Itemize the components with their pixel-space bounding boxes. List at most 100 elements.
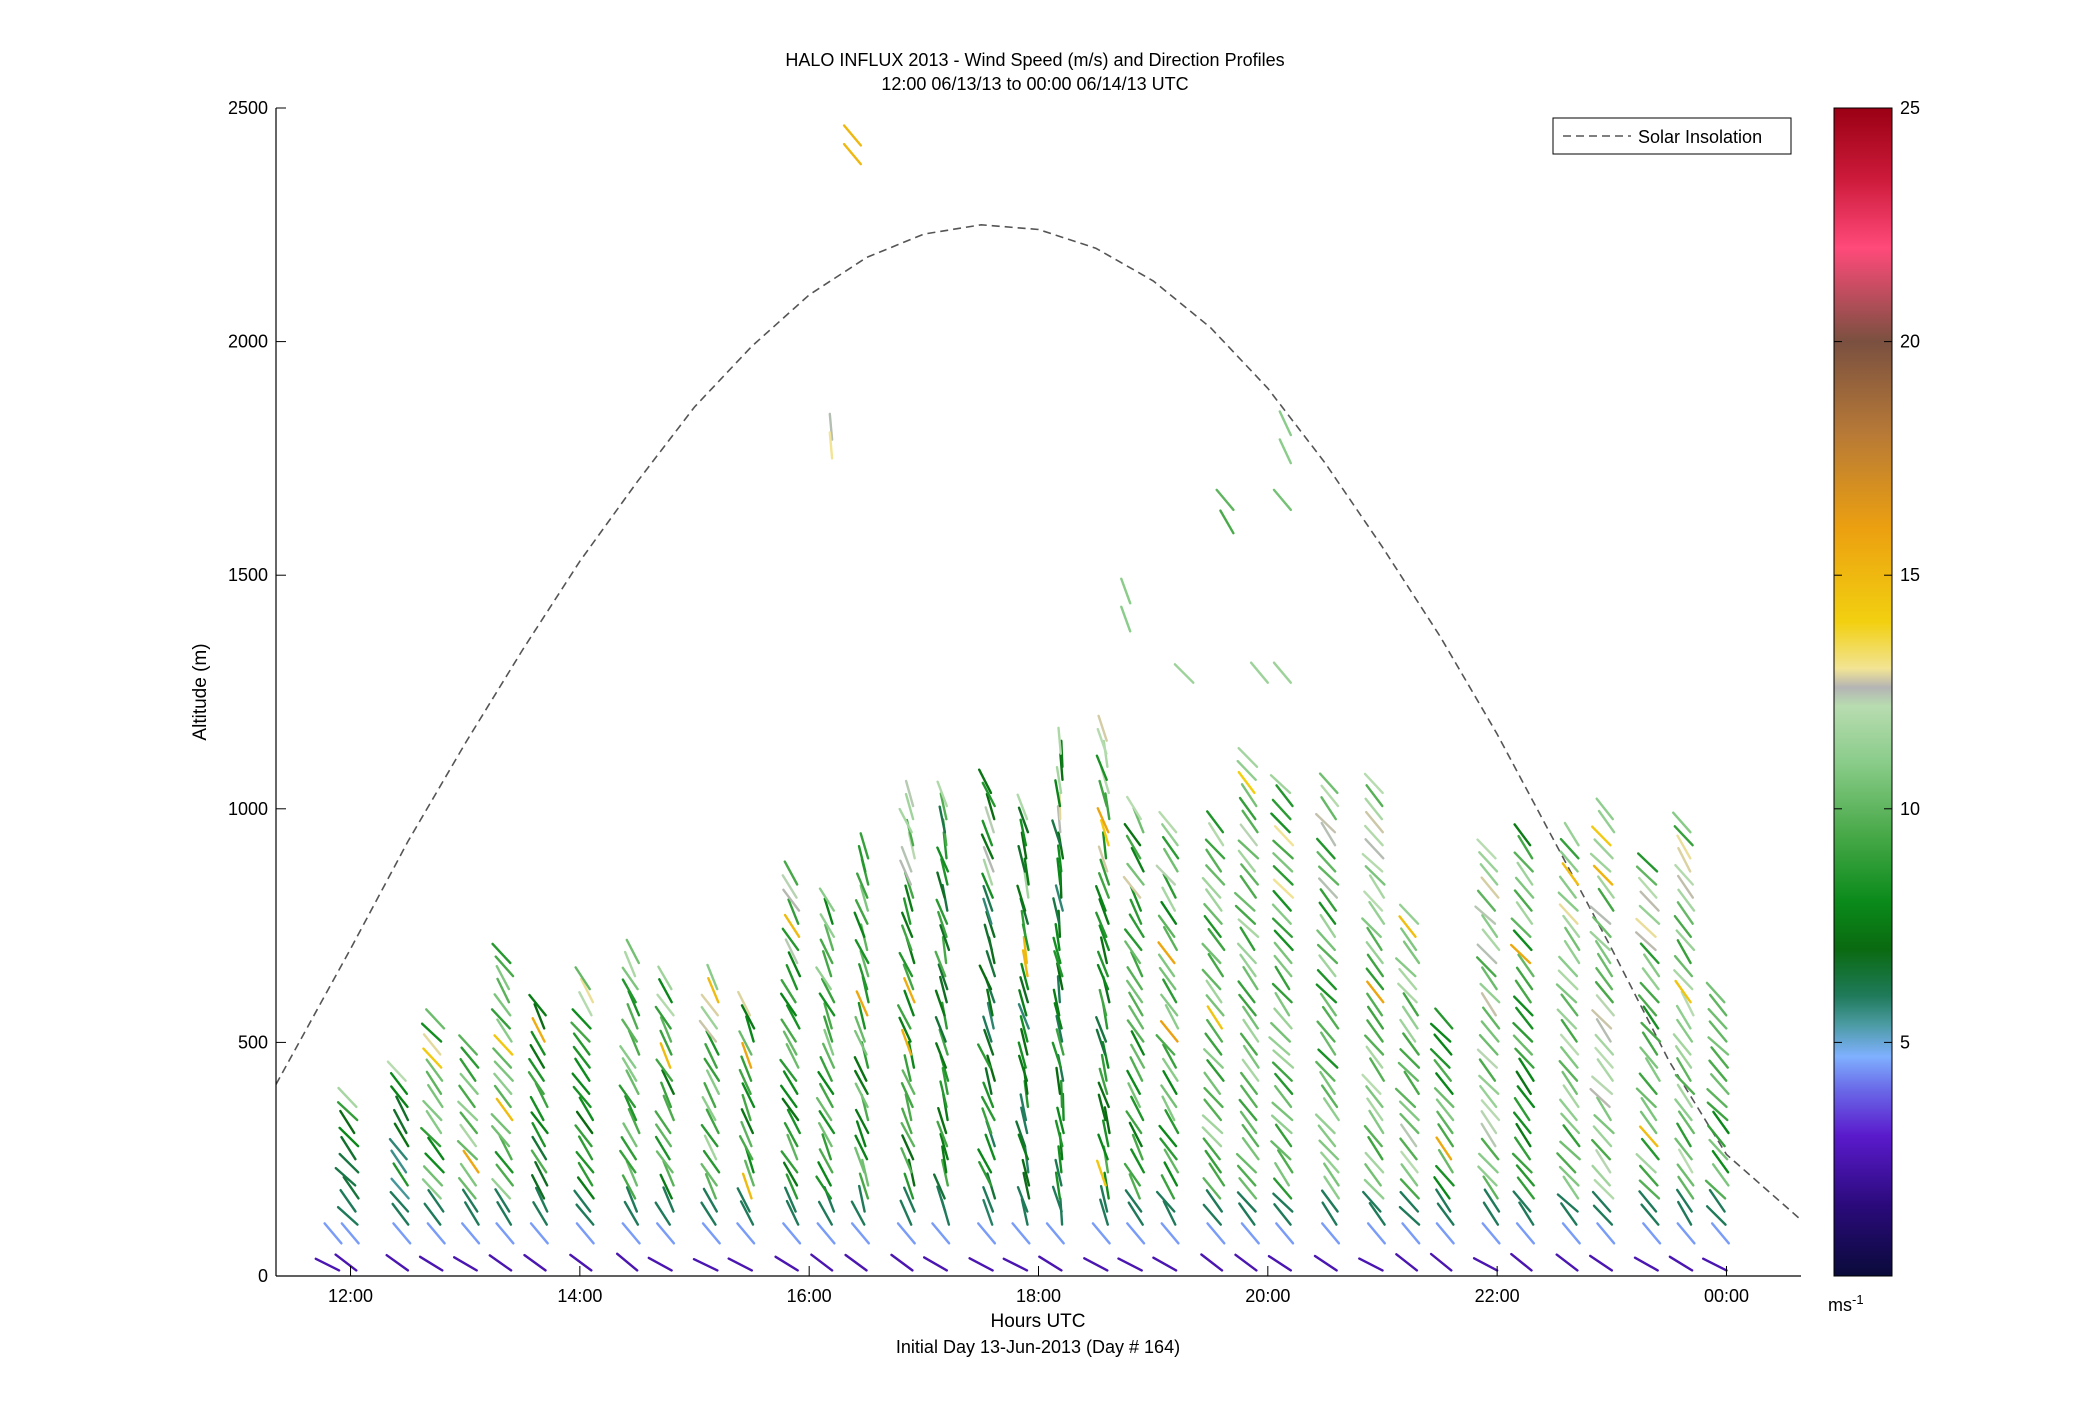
wind-barb bbox=[1642, 953, 1661, 978]
wind-barb bbox=[939, 792, 948, 821]
wind-barb bbox=[858, 1184, 866, 1213]
wind-barb bbox=[1239, 953, 1257, 978]
wind-barb bbox=[388, 1137, 408, 1161]
wind-barb bbox=[1201, 1114, 1224, 1135]
wind-barb bbox=[1323, 1175, 1341, 1200]
wind-barb bbox=[1101, 1119, 1110, 1148]
wind-barb bbox=[1202, 1203, 1223, 1226]
wind-barb bbox=[1202, 1137, 1221, 1161]
wind-barb bbox=[625, 938, 640, 965]
chart-subtitle: 12:00 06/13/13 to 00:00 06/14/13 UTC bbox=[881, 74, 1188, 94]
wind-barb bbox=[1476, 1048, 1499, 1069]
wind-barb bbox=[1123, 1162, 1142, 1187]
wind-barb bbox=[1126, 862, 1145, 886]
wind-barb bbox=[626, 1003, 639, 1030]
wind-barb bbox=[1020, 962, 1030, 991]
wind-barb bbox=[904, 1093, 913, 1122]
wind-barb bbox=[1273, 929, 1294, 952]
low-wind-barb bbox=[931, 1222, 951, 1245]
wind-barb bbox=[1437, 1148, 1454, 1174]
wind-barb bbox=[1204, 1032, 1223, 1056]
wind-barb bbox=[818, 1121, 833, 1148]
wind-barb bbox=[1319, 888, 1338, 912]
low-wind-barb bbox=[1160, 1222, 1180, 1245]
wind-barb bbox=[1429, 1022, 1452, 1043]
wind-barb bbox=[1637, 994, 1658, 1017]
wind-barb bbox=[1021, 949, 1029, 978]
wind-barb bbox=[1208, 1162, 1226, 1187]
wind-barb bbox=[1101, 831, 1108, 860]
wind-barb bbox=[1103, 1106, 1111, 1135]
wind-barb bbox=[1563, 939, 1581, 965]
wind-barb bbox=[1097, 872, 1110, 899]
wind-barb bbox=[1639, 1046, 1659, 1069]
wind-barb bbox=[817, 1070, 835, 1096]
wind-barb bbox=[986, 1001, 995, 1030]
wind-barb bbox=[1162, 1069, 1178, 1096]
wind-barb bbox=[1676, 1018, 1694, 1043]
wind-barb bbox=[1589, 1087, 1611, 1109]
wind-barb bbox=[1591, 1075, 1614, 1096]
wind-barb bbox=[899, 1199, 913, 1226]
wind-barb bbox=[1020, 909, 1027, 938]
wind-barb bbox=[1099, 936, 1109, 965]
wind-barb bbox=[782, 888, 801, 912]
wind-barb bbox=[1201, 942, 1222, 965]
wind-barb bbox=[1160, 993, 1179, 1017]
wind-barb bbox=[1100, 1053, 1108, 1082]
low-wind-barb bbox=[461, 1222, 481, 1245]
wind-barb bbox=[741, 1093, 752, 1122]
wind-barb bbox=[780, 1150, 799, 1174]
wind-barb bbox=[1128, 913, 1145, 938]
wind-barb bbox=[977, 1043, 992, 1069]
wind-barb bbox=[1273, 1203, 1292, 1226]
wind-barb bbox=[1157, 953, 1176, 978]
surface-wind-barb bbox=[1510, 1252, 1533, 1272]
wind-barb bbox=[985, 950, 996, 978]
x-tick-label: 22:00 bbox=[1475, 1286, 1520, 1306]
wind-barb bbox=[823, 1028, 835, 1056]
wind-barb bbox=[1596, 1096, 1612, 1122]
wind-barb bbox=[1158, 1124, 1178, 1148]
wind-barb bbox=[1402, 1032, 1420, 1056]
wind-barb bbox=[1435, 1072, 1454, 1096]
wind-barb bbox=[1316, 969, 1338, 991]
wind-barb bbox=[1367, 1135, 1384, 1161]
wind-barb bbox=[1162, 978, 1178, 1004]
wind-barb bbox=[659, 1173, 673, 1200]
wind-barb bbox=[1562, 914, 1581, 938]
wind-barb bbox=[1205, 1018, 1224, 1043]
wind-barb bbox=[1476, 838, 1497, 860]
wind-barb bbox=[1556, 1193, 1579, 1213]
wind-barb bbox=[1707, 1008, 1728, 1030]
wind-barb bbox=[390, 1177, 410, 1200]
x-tick-label: 18:00 bbox=[1016, 1286, 1061, 1306]
surface-wind-barb bbox=[1588, 1254, 1614, 1272]
wind-barb bbox=[1241, 1058, 1260, 1082]
low-wind-barb bbox=[1206, 1222, 1226, 1245]
wind-barb bbox=[857, 1001, 867, 1030]
isolated-wind-barb bbox=[1120, 577, 1132, 605]
wind-barb bbox=[1436, 1110, 1454, 1135]
wind-barb bbox=[1203, 1071, 1222, 1096]
wind-barb bbox=[1677, 1175, 1695, 1200]
wind-barb bbox=[986, 988, 994, 1017]
wind-barb bbox=[1021, 1158, 1031, 1187]
wind-barb bbox=[1559, 837, 1580, 860]
wind-barb bbox=[1672, 1033, 1692, 1056]
wind-barb bbox=[903, 989, 915, 1017]
wind-barb bbox=[934, 950, 947, 978]
wind-barb bbox=[420, 1022, 443, 1043]
wind-barb bbox=[1433, 1033, 1453, 1056]
wind-barb bbox=[1368, 1109, 1385, 1135]
wind-barb bbox=[704, 1173, 717, 1200]
wind-barb bbox=[1201, 876, 1222, 899]
wind-barb bbox=[622, 1122, 638, 1148]
wind-barb bbox=[1517, 953, 1535, 978]
wind-barb bbox=[1315, 837, 1336, 860]
surface-wind-barb bbox=[1002, 1257, 1029, 1272]
surface-wind-barb bbox=[569, 1253, 593, 1272]
wind-barb bbox=[1236, 759, 1257, 781]
wind-barb bbox=[1205, 810, 1225, 834]
surface-wind-barb bbox=[1701, 1257, 1728, 1272]
